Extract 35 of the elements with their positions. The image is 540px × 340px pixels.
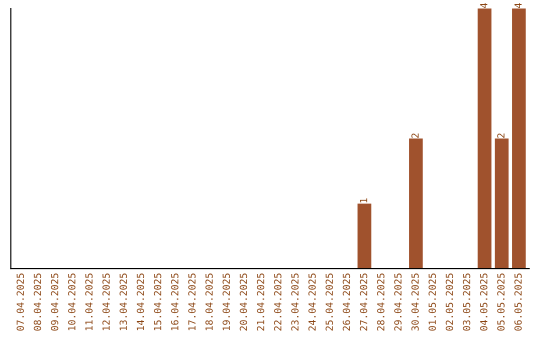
data-label: 2	[497, 134, 504, 138]
x-tick-label: 18.04.2025	[205, 274, 213, 330]
x-tick-label: 27.04.2025	[360, 274, 368, 331]
x-tick-label: 02.05.2025	[446, 274, 454, 331]
x-tick-label: 06.05.2025	[514, 274, 522, 331]
x-tick-label: 16.04.2025	[171, 274, 178, 330]
x-tick-label: 15.04.2025	[154, 274, 162, 330]
data-label: 1	[360, 198, 368, 202]
x-tick-label: 19.04.2025	[222, 274, 230, 330]
x-tick-label: 11.04.2025	[85, 274, 93, 330]
x-tick-label: 10.04.2025	[68, 274, 76, 330]
x-tick-label: 23.04.2025	[291, 274, 299, 331]
x-tick-label: 01.05.2025	[428, 274, 436, 331]
x-tick-label: 14.04.2025	[136, 274, 144, 330]
x-tick-label: 17.04.2025	[188, 274, 196, 330]
data-label: 4	[514, 3, 522, 8]
x-tick-label: 07.04.2025	[16, 274, 24, 331]
x-tick-label: 03.05.2025	[462, 274, 470, 331]
x-tick-label: 26.04.2025	[342, 274, 350, 331]
x-tick-label: 04.05.2025	[480, 274, 488, 331]
x-tick-label: 09.04.2025	[50, 274, 58, 331]
x-tick-label: 24.04.2025	[308, 274, 316, 331]
x-tick-label: 30.04.2025	[411, 274, 419, 331]
x-tick-label: 21.04.2025	[256, 274, 264, 331]
x-tick-label: 13.04.2025	[120, 274, 127, 330]
data-label: 2	[411, 134, 419, 138]
x-tick-label: 08.04.2025	[34, 274, 42, 331]
x-tick-label: 28.04.2025	[377, 274, 384, 331]
x-tick-label: 20.04.2025	[240, 274, 248, 331]
x-tick-label: 12.04.2025	[102, 274, 110, 330]
x-tick-label: 25.04.2025	[326, 274, 333, 331]
x-tick-label: 29.04.2025	[394, 274, 402, 331]
data-label: 4	[480, 3, 488, 8]
x-tick-label: 22.04.2025	[274, 274, 282, 331]
x-tick-label: 05.05.2025	[497, 274, 505, 331]
